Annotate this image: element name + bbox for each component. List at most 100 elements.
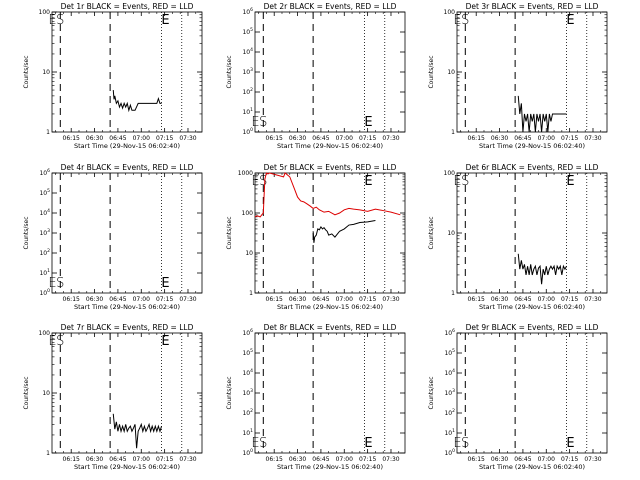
x-tick-label: 06:15 bbox=[266, 296, 283, 303]
y-axis-label: Counts/sec bbox=[428, 216, 435, 249]
y-tick-label-base: 10 bbox=[242, 69, 250, 76]
y-tick-label: 102 bbox=[242, 408, 253, 417]
x-tick-label: 07:15 bbox=[156, 456, 173, 463]
x-axis-label: Start Time (29-Nov-15 06:02:40) bbox=[479, 463, 585, 471]
x-tick-label: 07:00 bbox=[538, 456, 555, 463]
y-tick-label: 103 bbox=[39, 228, 50, 237]
x-tick-label: 06:30 bbox=[289, 456, 306, 463]
y-tick-label: 105 bbox=[242, 348, 253, 357]
y-tick-label-exponent: 4 bbox=[250, 47, 253, 53]
y-tick-label: 10 bbox=[42, 390, 50, 397]
y-tick-label-exponent: 3 bbox=[452, 388, 455, 394]
y-axis-label: Counts/sec bbox=[226, 216, 233, 249]
y-tick-label-exponent: 3 bbox=[47, 228, 50, 234]
y-tick-label: 105 bbox=[444, 348, 455, 357]
end-marker-label: E bbox=[364, 436, 372, 451]
x-tick-label: 06:15 bbox=[266, 456, 283, 463]
y-tick-label-base: 10 bbox=[242, 450, 250, 457]
plot-frame bbox=[456, 11, 608, 133]
y-tick-label-base: 10 bbox=[39, 250, 47, 257]
marker-label: E bbox=[453, 13, 461, 28]
x-tick-label: 06:15 bbox=[63, 456, 80, 463]
y-tick-label-base: 10 bbox=[39, 170, 47, 177]
x-axis-label: Start Time (29-Nov-15 06:02:40) bbox=[277, 463, 383, 471]
x-axis-label: Start Time (29-Nov-15 06:02:40) bbox=[479, 303, 585, 311]
y-tick-label-base: 10 bbox=[39, 230, 47, 237]
marker-label: S bbox=[259, 174, 267, 189]
plot-frame bbox=[51, 332, 203, 454]
marker-label: S bbox=[56, 13, 64, 28]
y-tick-label: 103 bbox=[444, 388, 455, 397]
y-tick-label: 1000 bbox=[238, 170, 253, 177]
y-tick-label-base: 10 bbox=[39, 190, 47, 197]
y-tick-label: 101 bbox=[242, 107, 253, 116]
y-tick-label: 106 bbox=[39, 168, 50, 177]
x-axis-label: Start Time (29-Nov-15 06:02:40) bbox=[74, 303, 180, 311]
y-axis-label: Counts/sec bbox=[23, 55, 30, 88]
y-tick-label: 100 bbox=[39, 9, 51, 16]
y-tick-label-base: 10 bbox=[242, 109, 250, 116]
x-tick-label: 06:30 bbox=[491, 456, 508, 463]
x-tick-label: 07:15 bbox=[359, 456, 376, 463]
marker-label: S bbox=[56, 334, 64, 349]
x-tick-label: 07:00 bbox=[336, 135, 353, 142]
marker-label: E bbox=[453, 174, 461, 189]
x-tick-label: 06:30 bbox=[86, 296, 103, 303]
events-series-line bbox=[112, 413, 162, 449]
y-tick-label: 1 bbox=[249, 290, 253, 297]
y-tick-label: 104 bbox=[444, 368, 455, 377]
y-tick-label-exponent: 2 bbox=[250, 408, 253, 414]
y-tick-label-exponent: 4 bbox=[250, 368, 253, 374]
y-tick-label-exponent: 6 bbox=[250, 7, 253, 13]
y-tick-label-exponent: 4 bbox=[452, 368, 455, 374]
end-marker-label: E bbox=[566, 174, 574, 189]
y-tick-label: 10 bbox=[447, 230, 455, 237]
y-tick-label-base: 10 bbox=[444, 390, 452, 397]
plot-frame bbox=[456, 332, 608, 454]
y-tick-label-base: 10 bbox=[242, 370, 250, 377]
y-tick-label-exponent: 1 bbox=[452, 428, 455, 434]
y-tick-label: 102 bbox=[39, 248, 50, 257]
y-tick-label-exponent: 2 bbox=[250, 87, 253, 93]
y-tick-label-exponent: 0 bbox=[47, 288, 50, 294]
plot-frame bbox=[254, 11, 406, 133]
y-tick-label-base: 10 bbox=[444, 350, 452, 357]
x-tick-label: 07:30 bbox=[584, 296, 601, 303]
y-tick-label-exponent: 5 bbox=[452, 348, 455, 354]
plot-frame bbox=[254, 332, 406, 454]
x-axis-label: Start Time (29-Nov-15 06:02:40) bbox=[74, 142, 180, 150]
y-axis-label: Counts/sec bbox=[23, 216, 30, 249]
end-marker-label: E bbox=[161, 13, 169, 28]
y-tick-label: 105 bbox=[39, 188, 50, 197]
x-tick-label: 06:30 bbox=[86, 135, 103, 142]
y-tick-label: 10 bbox=[42, 69, 50, 76]
marker-label: S bbox=[259, 115, 267, 130]
panel-title: Det 9r BLACK = Events, RED = LLD bbox=[466, 323, 599, 332]
y-tick-label: 103 bbox=[242, 388, 253, 397]
x-tick-label: 06:30 bbox=[289, 296, 306, 303]
marker-label: E bbox=[251, 174, 259, 189]
end-marker-label: E bbox=[364, 174, 372, 189]
y-tick-label: 100 bbox=[444, 170, 456, 177]
x-tick-label: 07:15 bbox=[561, 456, 578, 463]
y-tick-label-exponent: 3 bbox=[250, 388, 253, 394]
y-tick-label-base: 10 bbox=[242, 410, 250, 417]
y-tick-label-base: 10 bbox=[39, 290, 47, 297]
y-tick-label-exponent: 0 bbox=[452, 448, 455, 454]
y-tick-label: 101 bbox=[444, 428, 455, 437]
x-tick-label: 07:15 bbox=[156, 135, 173, 142]
y-tick-label: 104 bbox=[242, 47, 253, 56]
marker-label: E bbox=[48, 13, 56, 28]
y-tick-label: 100 bbox=[242, 127, 253, 136]
x-tick-label: 07:30 bbox=[179, 296, 196, 303]
x-tick-label: 06:15 bbox=[266, 135, 283, 142]
y-axis-label: Counts/sec bbox=[226, 55, 233, 88]
y-tick-label-base: 10 bbox=[39, 210, 47, 217]
y-tick-label: 100 bbox=[444, 448, 455, 457]
y-tick-label: 1 bbox=[46, 129, 50, 136]
x-tick-label: 07:30 bbox=[382, 456, 399, 463]
detector-panel-8: Det 8r BLACK = Events, RED = LLD10010110… bbox=[226, 323, 406, 471]
y-tick-label: 102 bbox=[242, 87, 253, 96]
x-tick-label: 07:30 bbox=[179, 135, 196, 142]
marker-label: S bbox=[56, 276, 64, 291]
